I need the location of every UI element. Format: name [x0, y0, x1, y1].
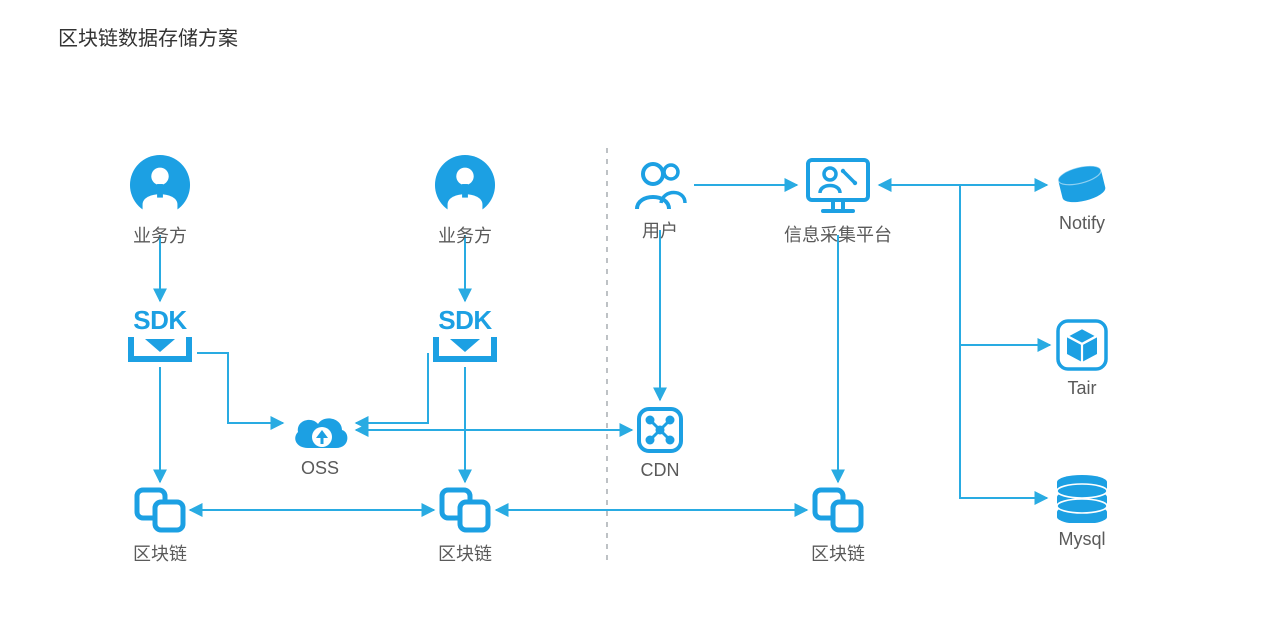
user-circle-icon — [129, 154, 191, 216]
db-stack-icon — [1053, 473, 1111, 523]
diagram-title: 区块链数据存储方案 — [58, 22, 238, 51]
cloud-up-icon — [290, 408, 350, 452]
edge-bus-mysql — [960, 345, 1047, 498]
chain-block-icon — [133, 486, 187, 534]
svg-text:SDK: SDK — [133, 307, 187, 335]
node-platform: 信息采集平台 — [783, 155, 893, 247]
chain-block-icon — [438, 486, 492, 534]
node-label: Notify — [1053, 213, 1111, 234]
user-outline-icon — [631, 159, 689, 211]
node-label: 区块链 — [133, 540, 187, 566]
monitor-user-icon — [803, 155, 873, 215]
node-bc3: 区块链 — [811, 486, 865, 566]
node-label: 区块链 — [811, 540, 865, 566]
node-sdk1: SDK — [125, 307, 195, 363]
cylinder-tilt-icon — [1053, 163, 1111, 207]
node-label: 业务方 — [434, 222, 496, 248]
title-text: 区块链数据存储方案 — [58, 28, 238, 50]
node-biz2: 业务方 — [434, 154, 496, 248]
edge-sdk1-oss — [197, 353, 283, 423]
node-sdk2: SDK — [430, 307, 500, 363]
sdk-icon: SDK — [430, 307, 500, 363]
node-bc2: 区块链 — [438, 486, 492, 566]
node-label: CDN — [636, 460, 684, 481]
sdk-icon: SDK — [125, 307, 195, 363]
node-oss: OSS — [290, 408, 350, 479]
node-bc1: 区块链 — [133, 486, 187, 566]
node-label: 信息采集平台 — [783, 221, 893, 247]
cdn-icon — [636, 406, 684, 454]
edge-bus-tair — [960, 185, 1050, 345]
node-label: OSS — [290, 458, 350, 479]
user-circle-icon — [434, 154, 496, 216]
node-notify: Notify — [1053, 163, 1111, 234]
node-tair: Tair — [1055, 318, 1109, 399]
edge-sdk2-oss — [356, 353, 428, 423]
node-label: 业务方 — [129, 222, 191, 248]
node-label: 用户 — [631, 217, 689, 243]
node-label: Tair — [1055, 378, 1109, 399]
node-cdn: CDN — [636, 406, 684, 481]
node-label: 区块链 — [438, 540, 492, 566]
node-label: Mysql — [1053, 529, 1111, 550]
node-user: 用户 — [631, 159, 689, 243]
node-mysql: Mysql — [1053, 473, 1111, 550]
chain-block-icon — [811, 486, 865, 534]
cube-box-icon — [1055, 318, 1109, 372]
svg-text:SDK: SDK — [438, 307, 492, 335]
node-biz1: 业务方 — [129, 154, 191, 248]
